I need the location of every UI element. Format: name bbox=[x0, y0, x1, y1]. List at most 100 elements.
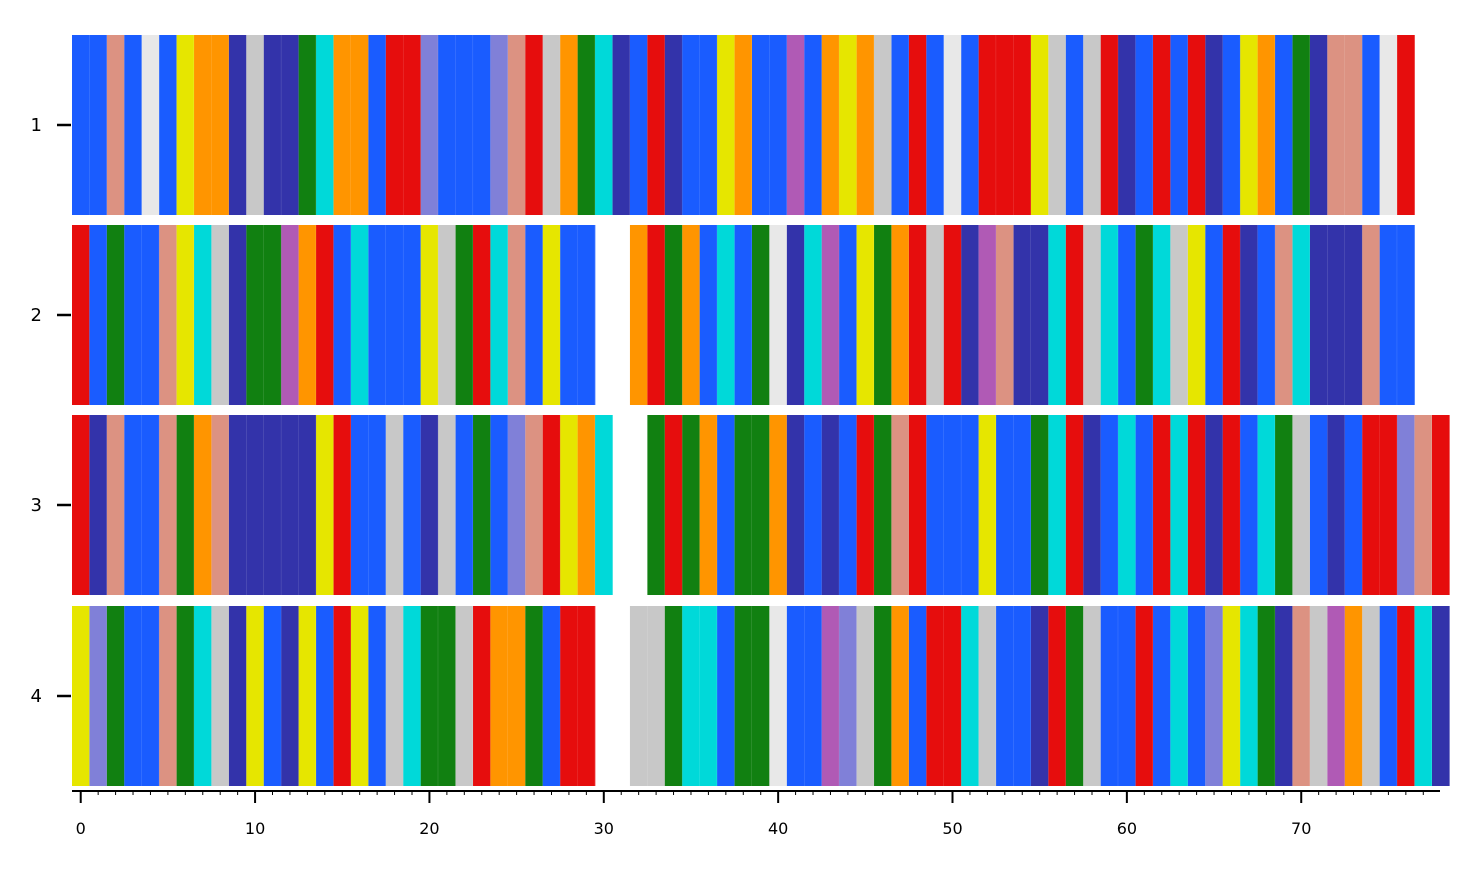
cell-row3-pos59 bbox=[1100, 415, 1119, 595]
cell-row2-pos62 bbox=[1153, 225, 1171, 405]
cell-row3-pos34 bbox=[664, 415, 683, 595]
cell-row2-pos60 bbox=[1118, 225, 1136, 405]
cell-row2-pos19 bbox=[403, 225, 422, 405]
cell-row4-pos57 bbox=[1065, 606, 1084, 786]
cell-row2-pos40 bbox=[769, 225, 788, 405]
cell-row4-pos0 bbox=[72, 606, 90, 786]
cell-row2-pos54 bbox=[1013, 225, 1032, 405]
cell-row1-pos3 bbox=[124, 35, 143, 215]
cell-row4-pos63 bbox=[1170, 606, 1189, 786]
cell-row3-pos11 bbox=[263, 415, 282, 595]
cell-row4-pos24 bbox=[490, 606, 509, 786]
cell-row3-pos29 bbox=[577, 415, 596, 595]
cell-row1-pos66 bbox=[1222, 35, 1241, 215]
cell-row4-pos32 bbox=[629, 606, 648, 786]
cell-row1-pos8 bbox=[211, 35, 230, 215]
cell-row3-pos10 bbox=[246, 415, 265, 595]
cell-row3-pos50 bbox=[943, 415, 962, 595]
cell-row4-pos33 bbox=[647, 606, 666, 786]
cell-row2-pos39 bbox=[752, 225, 770, 405]
cell-row2-pos67 bbox=[1240, 225, 1258, 405]
cell-row3-pos71 bbox=[1309, 415, 1328, 595]
cell-row3-pos66 bbox=[1222, 415, 1241, 595]
cell-row4-pos5 bbox=[159, 606, 177, 786]
cell-row2-pos36 bbox=[699, 225, 718, 405]
cell-row2-pos17 bbox=[368, 225, 387, 405]
cell-row4-pos69 bbox=[1275, 606, 1293, 786]
x-tick-label: 50 bbox=[942, 819, 962, 838]
cell-row4-pos62 bbox=[1153, 606, 1171, 786]
cell-row4-pos49 bbox=[926, 606, 945, 786]
cell-row4-pos3 bbox=[124, 606, 143, 786]
cell-row3-pos60 bbox=[1118, 415, 1136, 595]
cell-row2-pos44 bbox=[839, 225, 857, 405]
x-tick-label: 60 bbox=[1117, 819, 1137, 838]
cell-row1-pos22 bbox=[455, 35, 474, 215]
cell-row1-pos13 bbox=[298, 35, 317, 215]
cell-row2-pos20 bbox=[420, 225, 439, 405]
cell-row2-pos16 bbox=[350, 225, 369, 405]
cell-row2-pos15 bbox=[333, 225, 352, 405]
cell-row2-pos7 bbox=[194, 225, 212, 405]
cell-row4-pos7 bbox=[194, 606, 212, 786]
cell-row1-pos31 bbox=[612, 35, 631, 215]
cell-row4-pos44 bbox=[839, 606, 857, 786]
cell-row3-pos62 bbox=[1153, 415, 1171, 595]
cell-row1-pos5 bbox=[159, 35, 177, 215]
cell-row1-pos68 bbox=[1257, 35, 1276, 215]
cell-row3-pos6 bbox=[176, 415, 195, 595]
cell-row3-pos73 bbox=[1344, 415, 1363, 595]
cell-row1-pos41 bbox=[786, 35, 805, 215]
cell-row1-pos57 bbox=[1065, 35, 1084, 215]
y-axis-ticks: 1 2 3 4 bbox=[31, 115, 71, 707]
cell-row1-pos48 bbox=[908, 35, 927, 215]
cell-row1-pos14 bbox=[316, 35, 334, 215]
cell-row4-pos59 bbox=[1100, 606, 1119, 786]
cell-row3-pos35 bbox=[682, 415, 701, 595]
cell-row3-pos0 bbox=[72, 415, 90, 595]
cell-row4-pos74 bbox=[1362, 606, 1381, 786]
cell-row1-pos28 bbox=[560, 35, 578, 215]
cell-row2-pos50 bbox=[943, 225, 962, 405]
y-tick-label: 1 bbox=[31, 115, 42, 136]
cell-row1-pos30 bbox=[595, 35, 613, 215]
cell-row1-pos38 bbox=[734, 35, 753, 215]
cell-row3-pos24 bbox=[490, 415, 509, 595]
cell-row4-pos23 bbox=[473, 606, 491, 786]
cell-row3-pos26 bbox=[525, 415, 544, 595]
cell-row1-pos19 bbox=[403, 35, 422, 215]
cell-row3-pos22 bbox=[455, 415, 474, 595]
cell-row1-pos44 bbox=[839, 35, 857, 215]
cell-row4-pos4 bbox=[141, 606, 160, 786]
cell-row1-pos72 bbox=[1327, 35, 1346, 215]
cell-row2-pos66 bbox=[1222, 225, 1241, 405]
cell-row1-pos34 bbox=[664, 35, 683, 215]
x-tick-label: 10 bbox=[245, 819, 265, 838]
cell-row3-pos51 bbox=[961, 415, 980, 595]
cell-row4-pos75 bbox=[1379, 606, 1398, 786]
cell-row3-pos46 bbox=[874, 415, 892, 595]
cell-row4-pos50 bbox=[943, 606, 962, 786]
cell-row2-pos13 bbox=[298, 225, 317, 405]
cell-row4-pos71 bbox=[1309, 606, 1328, 786]
cell-row4-pos66 bbox=[1222, 606, 1241, 786]
cell-row4-pos70 bbox=[1292, 606, 1311, 786]
cell-row2-pos29 bbox=[577, 225, 596, 405]
cell-row3-pos63 bbox=[1170, 415, 1189, 595]
cell-row1-pos35 bbox=[682, 35, 701, 215]
cell-row4-pos37 bbox=[717, 606, 735, 786]
cell-row3-pos36 bbox=[699, 415, 718, 595]
cell-row3-pos30 bbox=[595, 415, 613, 595]
cell-row2-pos53 bbox=[996, 225, 1014, 405]
cell-row3-pos2 bbox=[106, 415, 125, 595]
cell-row2-pos11 bbox=[263, 225, 282, 405]
cell-row3-pos48 bbox=[908, 415, 927, 595]
x-tick-label: 0 bbox=[76, 819, 86, 838]
cell-row1-pos70 bbox=[1292, 35, 1311, 215]
cell-row4-pos25 bbox=[507, 606, 526, 786]
cell-row2-pos55 bbox=[1030, 225, 1049, 405]
cell-row4-pos39 bbox=[752, 606, 770, 786]
cell-row2-pos68 bbox=[1257, 225, 1276, 405]
